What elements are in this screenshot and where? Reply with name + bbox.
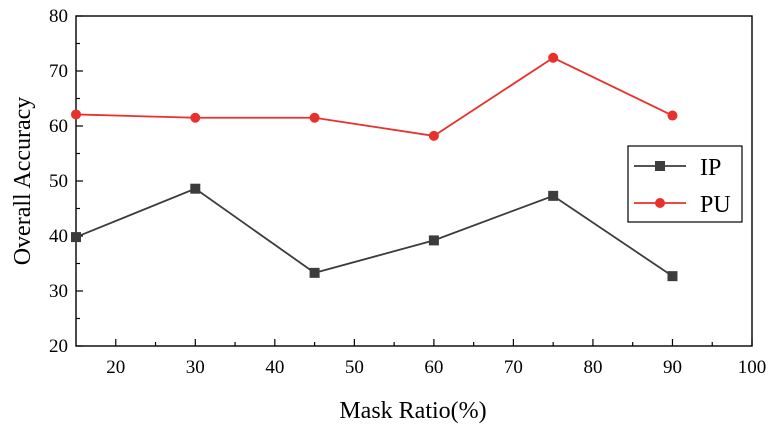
data-point-ip (71, 232, 81, 243)
data-point-ip (548, 190, 559, 201)
y-tick-label: 30 (49, 281, 68, 302)
data-point-pu (309, 112, 320, 123)
axes-group: 20 30 40 50 60 70 80 20 30 40 50 60 70 80 90 100 (49, 6, 766, 378)
x-tick-label: 100 (738, 357, 767, 378)
y-tick-label: 60 (49, 116, 68, 137)
y-tick-label: 70 (49, 61, 68, 82)
y-axis-title: Overall Accuracy (10, 97, 36, 266)
data-point-ip (667, 271, 678, 282)
x-tick-label: 20 (106, 357, 125, 378)
legend-label-pu: PU (700, 192, 731, 218)
x-tick-label: 30 (186, 357, 205, 378)
x-axis-title: Mask Ratio(%) (339, 398, 486, 424)
data-point-pu (667, 110, 678, 121)
legend-label-ip: IP (700, 155, 721, 181)
data-point-pu (71, 109, 81, 120)
legend-marker-ip (655, 161, 665, 171)
y-tick-label: 80 (49, 6, 68, 27)
legend-marker-pu (655, 198, 665, 208)
x-tick-label: 70 (504, 357, 523, 378)
x-tick-label: 80 (583, 357, 602, 378)
y-tick-label: 40 (49, 226, 68, 247)
data-point-pu (428, 130, 439, 141)
series-pu (71, 52, 678, 141)
y-tick-label: 20 (49, 336, 68, 357)
legend: IP PU (627, 145, 743, 223)
data-point-pu (190, 112, 201, 123)
series-line-pu (75, 56, 673, 137)
x-tick-label: 90 (663, 357, 682, 378)
data-point-pu (548, 52, 559, 63)
data-point-ip (309, 267, 320, 278)
series-line-ip (75, 187, 673, 277)
x-tick-label: 50 (345, 357, 364, 378)
y-tick-label: 50 (49, 171, 68, 192)
x-tick-label: 40 (265, 357, 284, 378)
x-tick-label: 60 (424, 357, 443, 378)
data-point-ip (190, 183, 201, 194)
series-layer (71, 52, 678, 282)
legend-box (627, 145, 743, 223)
series-ip (71, 183, 678, 282)
data-point-ip (428, 235, 439, 246)
